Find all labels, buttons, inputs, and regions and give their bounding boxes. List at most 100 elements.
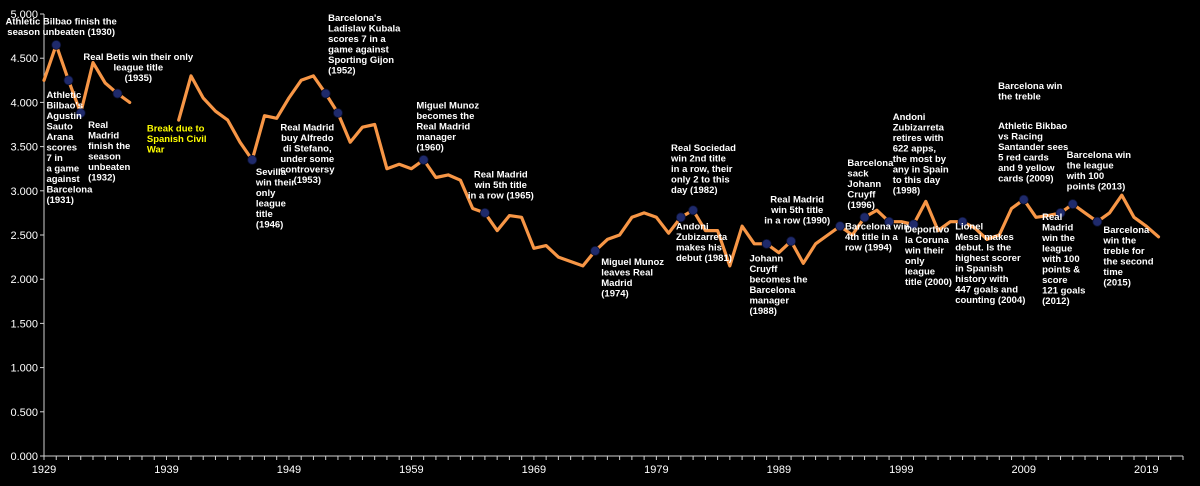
annotation-line: any in Spain xyxy=(893,165,949,176)
annotation-label: Real Betis win their only league title (19… xyxy=(83,52,194,84)
annotation-label: Barcelona win the league with 100 points (2… xyxy=(1066,150,1132,193)
annotation-line: Barcelona xyxy=(1103,225,1150,236)
annotation-line: counting (2004) xyxy=(955,295,1025,306)
annotation-line: row (1994) xyxy=(845,243,892,254)
annotation-line: a game xyxy=(46,163,79,174)
data-point-marker xyxy=(247,154,258,165)
y-tick-label: 3.500 xyxy=(10,142,38,154)
annotation-line: time xyxy=(1103,267,1123,278)
annotation-line: Ladislav Kubala xyxy=(328,24,401,35)
annotation-line: win 2nd title xyxy=(670,154,726,165)
annotation-line: win their xyxy=(904,245,944,256)
annotation-line: vs Racing xyxy=(998,131,1043,142)
annotation-label: Sevilla win their only league title (1946) xyxy=(255,167,295,231)
annotation-line: league xyxy=(1042,243,1072,254)
annotation-line: Cruyff xyxy=(749,264,778,275)
data-point-marker xyxy=(835,221,845,232)
series-line-segment xyxy=(177,74,1161,268)
annotation-line: Barcelona win xyxy=(1067,150,1132,161)
annotation-line: with 100 xyxy=(1066,171,1105,182)
annotation-label: Athletic Bilbao's Agustin Sauto Arana scores 7… xyxy=(46,90,93,206)
annotation-label: Real Madrid win the league with 100 points & s… xyxy=(1041,212,1085,307)
annotation-line: win the xyxy=(1102,236,1136,247)
annotation-line: title xyxy=(256,209,273,220)
annotation-label: Real Madrid finish the season unbeaten (1932) xyxy=(88,120,130,184)
data-point-marker xyxy=(63,75,74,86)
annotation-line: Arana xyxy=(46,132,74,143)
y-tick-label: 0.000 xyxy=(10,451,38,463)
annotation-line: Deportivo xyxy=(905,224,950,235)
annotation-line: under some xyxy=(280,154,334,165)
annotation-line: (1974) xyxy=(601,289,628,300)
annotation-line: di Stefano, xyxy=(283,144,332,155)
data-point-marker xyxy=(320,88,331,99)
annotation-line: (1996) xyxy=(847,200,874,211)
annotation-line: Zubizarreta xyxy=(893,123,945,134)
y-tick-label: 4.500 xyxy=(10,53,38,65)
annotation-line: becomes the xyxy=(416,111,474,122)
annotation-line: (1998) xyxy=(893,186,920,197)
annotation-line: win their xyxy=(255,177,295,188)
annotation-line: league xyxy=(905,266,935,277)
annotation-label: Miguel Munoz becomes the Real Madrid manage… xyxy=(416,101,479,154)
annotation-line: Agustin xyxy=(46,111,82,122)
annotation-line: retires with xyxy=(893,133,944,144)
annotation-line: (1946) xyxy=(256,219,283,230)
annotation-line: (1931) xyxy=(46,195,73,206)
annotation-label: Barcelona sack Johann Cruyff (1996) xyxy=(847,158,894,211)
annotation-line: highest scorer xyxy=(955,253,1021,264)
annotation-line: Sauto xyxy=(46,121,73,132)
data-point-marker xyxy=(1092,216,1103,227)
annotation-line: day (1982) xyxy=(671,185,717,196)
annotation-label: Real Madrid win 5th title in a row (1965) xyxy=(468,170,534,202)
annotation-line: Messi makes xyxy=(955,232,1014,243)
annotation-line: only xyxy=(905,256,925,267)
data-point-marker xyxy=(333,108,343,118)
data-point-marker xyxy=(590,246,601,256)
annotation-line: points (2013) xyxy=(1067,182,1126,193)
annotation-line: score xyxy=(1042,275,1067,286)
annotation-line: in a row (1965) xyxy=(468,191,534,202)
annotation-line: (1960) xyxy=(416,143,443,154)
x-tick-label: 1969 xyxy=(522,464,546,476)
annotation-line: Barcelona xyxy=(847,158,894,169)
annotation-line: War xyxy=(147,145,165,156)
annotation-line: Andoni xyxy=(676,222,709,233)
annotation-line: 622 apps, xyxy=(893,144,936,155)
annotation-line: win the xyxy=(1041,233,1075,244)
annotation-line: season unbeaten (1930) xyxy=(7,27,115,38)
annotation-line: points & xyxy=(1042,264,1080,275)
annotation-line: Barcelona's xyxy=(328,13,381,24)
data-point-marker xyxy=(418,154,429,165)
data-point-marker xyxy=(957,216,968,227)
annotation-line: league title xyxy=(113,62,163,73)
annotation-line: 121 goals xyxy=(1042,285,1085,296)
annotation-line: (1932) xyxy=(88,173,115,184)
annotation-line: win 5th title xyxy=(770,205,823,216)
annotation-line: Santander sees xyxy=(998,142,1068,153)
annotation-line: the second xyxy=(1103,257,1153,268)
annotation-line: Athletic Bilbao finish the xyxy=(5,17,116,28)
y-tick-label: 1.500 xyxy=(10,318,38,330)
annotation-label: Miguel Munoz leaves Real Madrid (1974) xyxy=(601,257,664,300)
y-tick-label: 5.000 xyxy=(10,9,38,21)
annotation-line: Bilbao's xyxy=(46,100,83,111)
annotation-line: only 2 to this xyxy=(671,175,730,186)
annotation-line: la Coruna xyxy=(905,235,950,246)
annotation-line: Spanish Civil xyxy=(147,134,207,145)
data-point-marker xyxy=(51,40,62,50)
data-point-marker xyxy=(1018,194,1029,205)
data-point-marker xyxy=(480,207,490,218)
annotation-line: cards (2009) xyxy=(998,173,1053,184)
annotation-line: debut. Is the xyxy=(955,243,1011,254)
annotation-label: Barcelona win the treble for the second time… xyxy=(1102,225,1153,289)
chart-tick-labels: 0.000 0.500 1.000 1.500 2.000 2.500 3.000 3.500… xyxy=(10,9,1158,476)
annotation-line: against xyxy=(46,174,80,185)
x-tick-label: 1949 xyxy=(277,464,301,476)
annotation-line: Barcelona win xyxy=(845,222,910,233)
y-tick-label: 1.000 xyxy=(10,363,38,375)
annotation-line: (2012) xyxy=(1042,296,1069,307)
annotation-line: Real Madrid xyxy=(474,170,528,181)
annotation-label: Athletic Bikbao vs Racing Santander sees 5 … xyxy=(998,121,1068,185)
